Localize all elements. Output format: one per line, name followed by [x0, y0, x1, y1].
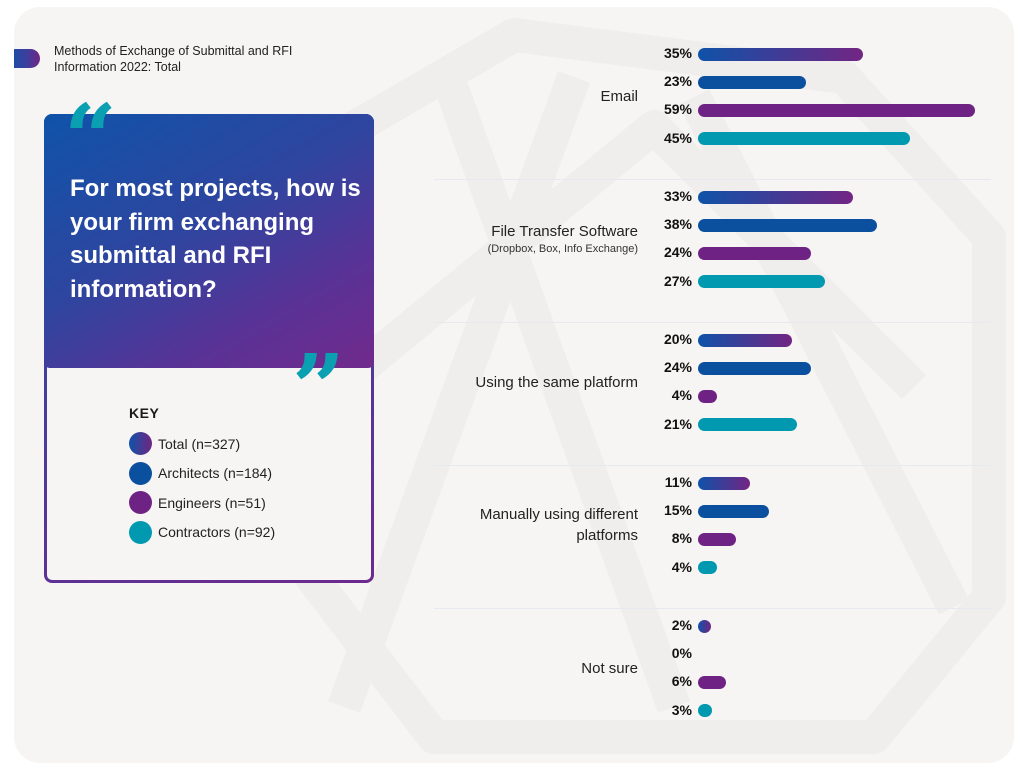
- legend-label: Engineers (n=51): [158, 494, 266, 511]
- architects-swatch-icon: [129, 461, 152, 485]
- category-sublabel: (Dropbox, Box, Info Exchange): [487, 243, 638, 256]
- category-separator: [434, 321, 991, 323]
- bar-contractors: [698, 132, 910, 146]
- category-label-text: Manually using different platforms: [479, 506, 638, 545]
- value-label: 35%: [663, 45, 692, 61]
- legend-item-contractors: Contractors (n=92): [129, 518, 275, 548]
- category-label: Using the same platform: [475, 372, 638, 393]
- category-label: File Transfer Software (Dropbox, Box, Inf…: [488, 221, 638, 256]
- total-swatch-icon: [129, 432, 152, 456]
- bar-contractors: [698, 418, 797, 432]
- category-label-text: Not sure: [581, 659, 638, 677]
- value-label: 6%: [671, 673, 692, 690]
- total-pill-icon: [14, 49, 40, 68]
- value-label: 24%: [663, 244, 692, 261]
- category-label-text: Using the same platform: [475, 373, 638, 391]
- bar-architects: [698, 218, 877, 232]
- value-label: 59%: [663, 101, 692, 118]
- bar-total: [698, 476, 750, 490]
- legend-label: Architects (n=184): [158, 465, 272, 482]
- value-label: 3%: [671, 701, 692, 718]
- bar-architects: [698, 361, 811, 375]
- value-label: 24%: [663, 359, 692, 376]
- bar-total: [698, 47, 863, 61]
- bar-engineers: [698, 675, 727, 689]
- contractors-swatch-icon: [129, 520, 152, 544]
- bar-contractors: [698, 561, 717, 575]
- legend-item-engineers: Engineers (n=51): [129, 488, 275, 518]
- category-separator: [434, 178, 991, 180]
- value-label: 33%: [663, 188, 692, 204]
- bar-contractors: [698, 704, 713, 718]
- bar-architects: [698, 75, 807, 89]
- question-header: “ For most projects, how is your firm ex…: [44, 92, 374, 434]
- value-label: 20%: [663, 331, 692, 347]
- bar-total: [698, 190, 854, 204]
- legend: KEY Total (n=327) Architects (n=184) Eng…: [129, 405, 275, 547]
- category-label-text: Email: [600, 87, 638, 105]
- legend-label: Contractors (n=92): [158, 524, 276, 541]
- infographic-card: Methods of Exchange of Submittal and RFI…: [14, 7, 1014, 763]
- chart-title: Methods of Exchange of Submittal and RFI…: [54, 44, 293, 74]
- legend-label: Total (n=327): [158, 435, 241, 452]
- value-label: 27%: [663, 272, 692, 289]
- engineers-swatch-icon: [129, 491, 152, 515]
- value-label: 4%: [671, 558, 692, 575]
- category-separator: [434, 607, 991, 609]
- bar-total: [698, 333, 792, 347]
- bar-engineers: [698, 532, 736, 546]
- question-box: “ For most projects, how is your firm ex…: [44, 92, 374, 583]
- bar-engineers: [698, 246, 811, 260]
- value-label: 45%: [663, 129, 692, 146]
- value-label: 38%: [663, 216, 692, 233]
- bar-chart: Email 35% 23% 59% 45% File Transfer Software (…: [14, 7, 1014, 763]
- value-label: 11%: [664, 474, 692, 490]
- value-label: 21%: [663, 415, 692, 432]
- value-label: 2%: [671, 617, 692, 633]
- value-label: 23%: [663, 73, 692, 90]
- value-label: 8%: [671, 530, 692, 547]
- close-quote-icon: ”: [292, 334, 345, 442]
- question-text: For most projects, how is your firm exch…: [70, 175, 361, 303]
- bar-engineers: [698, 389, 717, 403]
- category-separator: [434, 464, 991, 466]
- category-label: Manually using different platforms: [458, 504, 638, 546]
- value-label: 15%: [663, 502, 692, 519]
- legend-title: KEY: [129, 405, 160, 421]
- value-label: 0%: [671, 645, 692, 662]
- legend-item-architects: Architects (n=184): [129, 459, 275, 489]
- value-label: 4%: [671, 387, 692, 404]
- category-label-text: File Transfer Software: [491, 223, 638, 241]
- open-quote-icon: “: [64, 84, 117, 192]
- legend-item-total: Total (n=327): [129, 429, 275, 459]
- bar-total: [698, 619, 711, 633]
- bar-engineers: [698, 103, 976, 117]
- category-label: Email: [600, 86, 638, 107]
- bar-contractors: [698, 275, 825, 289]
- category-label: Not sure: [581, 658, 638, 679]
- bar-architects: [698, 504, 769, 518]
